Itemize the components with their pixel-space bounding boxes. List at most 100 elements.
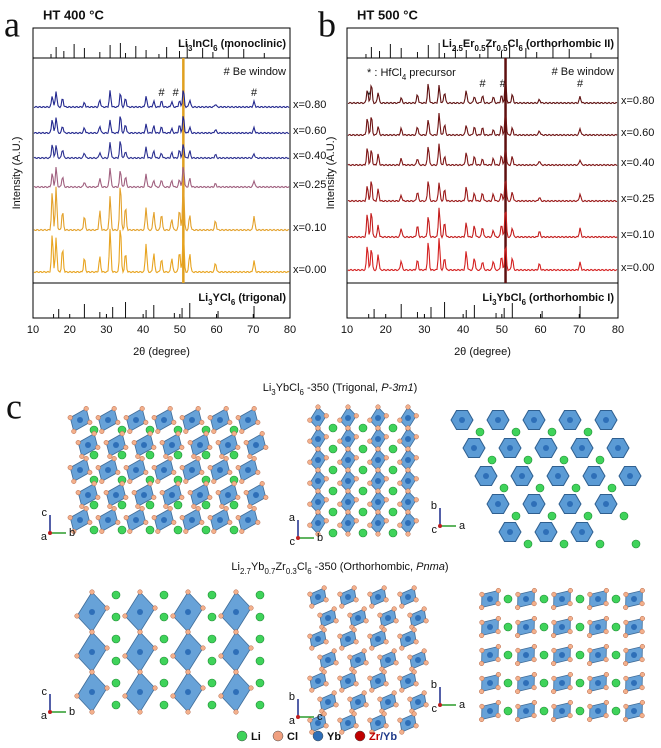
cl-atom [383, 476, 389, 482]
text-run: 6 [213, 44, 218, 53]
text-run: Cl [287, 731, 298, 743]
metal-atom [531, 417, 537, 423]
metal-atom [567, 417, 573, 423]
cl-atom [603, 615, 609, 622]
metal-atom [405, 520, 411, 526]
metal-atom [375, 436, 381, 442]
cl-atom [367, 675, 373, 681]
li-atom [173, 450, 183, 460]
cl-atom [307, 480, 313, 486]
cl-atom [405, 531, 411, 537]
cl-atom [603, 643, 609, 650]
cl-atom [195, 406, 201, 412]
xrd-trace [347, 238, 618, 272]
cl-atom [74, 653, 80, 659]
li-atom [499, 483, 509, 493]
cl-atom [623, 716, 629, 723]
cl-atom [215, 490, 221, 496]
metal-atom [631, 708, 637, 714]
li-atom [255, 678, 265, 688]
cl-atom [353, 455, 359, 461]
metal-atom [385, 699, 391, 705]
cl-atom [185, 709, 191, 715]
cl-atom [331, 606, 337, 612]
cl-atom [367, 438, 373, 444]
cl-atom [567, 713, 573, 719]
cl-atom [623, 675, 629, 681]
metal-atom [85, 492, 91, 498]
cl-atom [137, 709, 143, 715]
cl-atom [167, 506, 173, 512]
cl-atom [397, 633, 403, 639]
metal-atom [315, 678, 321, 684]
metal-atom [137, 649, 143, 655]
cl-atom [587, 604, 593, 611]
metal-atom [405, 594, 411, 600]
li-atom [358, 444, 368, 454]
trace-label: x=0.40 [621, 157, 654, 169]
metal-atom [137, 689, 143, 695]
cl-atom [139, 506, 145, 512]
li-atom [255, 700, 265, 710]
metal-atom [415, 699, 421, 705]
li-atom [487, 455, 497, 465]
cl-atom [74, 693, 80, 699]
cl-atom [407, 654, 413, 660]
cl-atom [413, 434, 419, 440]
li-atom [201, 450, 211, 460]
xrd-trace [33, 186, 290, 232]
cl-atom [479, 716, 485, 723]
legend-label: Yb [327, 731, 341, 743]
trace-label: x=0.80 [293, 99, 326, 111]
cl-atom [315, 509, 321, 515]
metal-atom [559, 624, 565, 630]
cl-atom [367, 522, 373, 528]
cl-atom [479, 604, 485, 611]
text-run: 3 [492, 298, 497, 307]
metal-atom [315, 720, 321, 726]
cl-atom [251, 406, 257, 412]
text-run: precursor [406, 67, 456, 79]
x-tick-label: 70 [573, 324, 585, 336]
cl-atom [218, 693, 224, 699]
cl-atom [345, 488, 351, 494]
cl-atom [75, 490, 81, 496]
cl-atom [413, 518, 419, 524]
cl-atom [167, 456, 173, 462]
cl-atom [323, 455, 329, 461]
li-atom [207, 590, 217, 600]
cl-atom [421, 648, 427, 654]
li-atom [611, 650, 621, 660]
cl-atom [321, 585, 327, 591]
metal-atom [595, 708, 601, 714]
cl-atom [347, 696, 353, 702]
cl-atom [195, 456, 201, 462]
x-tick-label: 20 [64, 324, 76, 336]
cl-atom [159, 490, 165, 496]
cl-atom [103, 490, 109, 496]
li-atom [583, 511, 593, 521]
cl-atom [345, 531, 351, 537]
cl-atom [495, 671, 501, 678]
cl-atom [337, 438, 343, 444]
metal-atom [559, 708, 565, 714]
text-run: 4 [402, 73, 407, 82]
cl-atom [345, 425, 351, 431]
cl-atom [251, 456, 257, 462]
li-atom [328, 507, 338, 517]
cl-atom [407, 612, 413, 618]
cl-atom [397, 417, 403, 423]
cl-atom [171, 519, 177, 525]
li-atom [358, 528, 368, 538]
cl-atom [235, 515, 241, 521]
cl-atom [405, 509, 411, 515]
metal-atom [519, 473, 525, 479]
cl-atom [199, 519, 205, 525]
cl-atom [383, 723, 389, 729]
metal-atom [77, 417, 83, 423]
axis-dot [296, 536, 300, 540]
x-axis-label: 2θ (degree) [454, 346, 511, 358]
cl-atom [397, 717, 403, 723]
text-run: 6 [300, 388, 305, 397]
